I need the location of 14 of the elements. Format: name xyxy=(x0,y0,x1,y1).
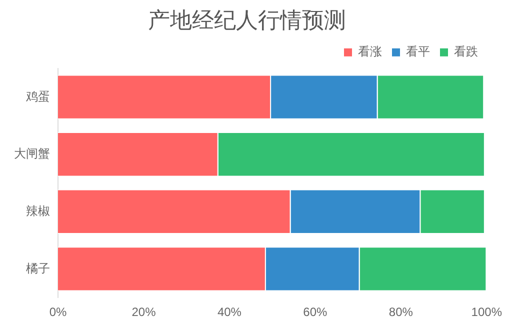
legend-label: 看涨 xyxy=(358,44,382,59)
chart-title: 产地经纪人行情预测 xyxy=(148,7,346,32)
x-tick-label: 80% xyxy=(388,305,414,320)
x-tick-label: 60% xyxy=(303,305,328,320)
y-tick-label: 辣椒 xyxy=(26,204,50,218)
x-tick-label: 40% xyxy=(217,305,242,320)
x-tick-label: 0% xyxy=(49,305,67,320)
y-tick-label: 大闸蟹 xyxy=(14,146,50,161)
x-tick-label: 100% xyxy=(471,305,502,320)
y-tick-label: 鸡蛋 xyxy=(25,89,50,104)
legend-label: 看跌 xyxy=(454,44,478,59)
y-tick-label: 橘子 xyxy=(26,261,50,276)
legend-label: 看平 xyxy=(406,44,430,59)
x-tick-label: 20% xyxy=(132,305,156,320)
